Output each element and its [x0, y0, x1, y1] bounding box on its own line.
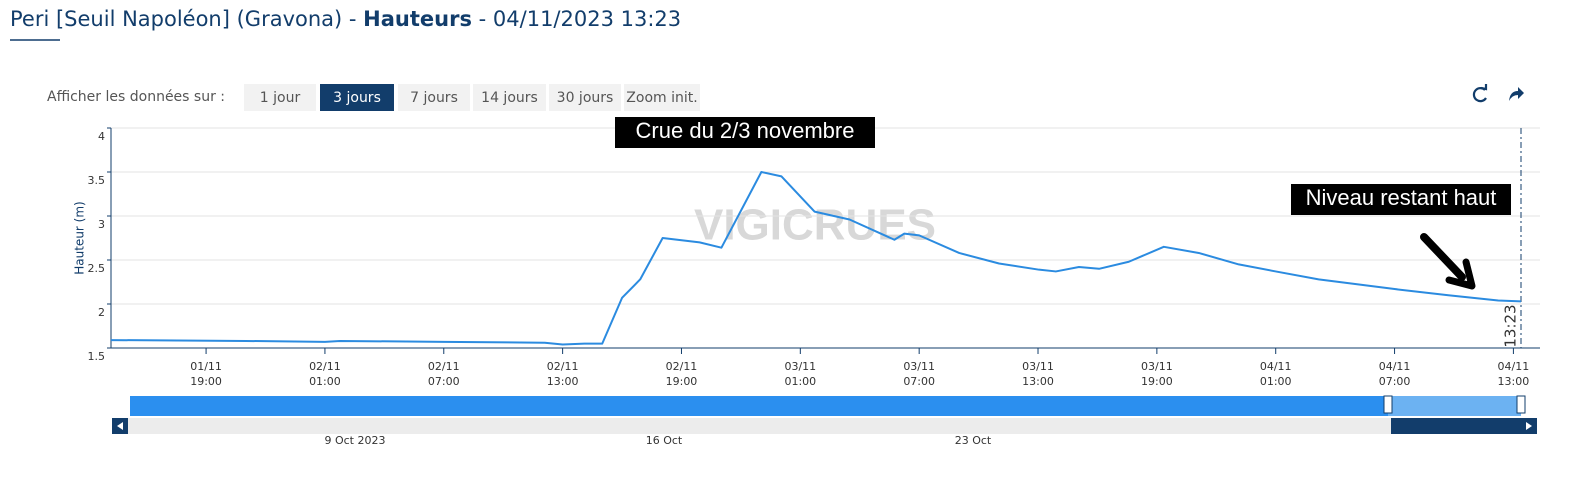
range-button-label[interactable]: 3 jours — [333, 90, 381, 106]
range-button[interactable] — [320, 84, 394, 111]
y-tick-label: 2.5 — [88, 262, 106, 275]
x-tick-label: 01/11 — [190, 360, 222, 373]
scrollbar-track[interactable] — [112, 418, 1537, 434]
annotation-arrow — [1420, 233, 1466, 281]
x-tick-label: 13:00 — [1498, 375, 1530, 388]
scrollbar-thumb[interactable] — [1391, 418, 1521, 434]
x-tick-label: 04/11 — [1379, 360, 1411, 373]
range-button[interactable] — [624, 84, 700, 111]
range-button[interactable] — [244, 84, 316, 111]
x-tick-label: 07:00 — [1379, 375, 1411, 388]
watermark: VIGICRUES — [694, 201, 936, 250]
y-tick-label: 4 — [98, 130, 105, 143]
x-tick-label: 02/11 — [428, 360, 460, 373]
x-tick-label: 03/11 — [784, 360, 816, 373]
x-tick-label: 19:00 — [190, 375, 222, 388]
x-tick-label: 04/11 — [1498, 360, 1530, 373]
scrollbar-arrow — [1526, 422, 1532, 430]
title-station: Peri [Seuil Napoléon] (Gravona) - — [10, 7, 356, 31]
plot: VIGICRUES 1.5 2 2.5 3 3.5 4 Hauteur (m) 01/11 19:… — [73, 127, 1540, 388]
range-label: Afficher les données sur : — [47, 89, 225, 105]
x-tick-label: 13:00 — [547, 375, 579, 388]
range-button[interactable] — [549, 84, 621, 111]
x-tick-label: 07:00 — [428, 375, 460, 388]
x-tick-label: 03/11 — [1141, 360, 1173, 373]
title-measure: Hauteurs — [363, 7, 472, 31]
x-tick-label: 02/11 — [666, 360, 698, 373]
navigator-label: 9 Oct 2023 — [324, 434, 385, 447]
range-button[interactable] — [398, 84, 470, 111]
x-tick-label: 02/11 — [547, 360, 579, 373]
range-button-label[interactable]: 30 jours — [557, 90, 614, 106]
range-buttons: 1 jour 3 jours 7 jours 14 jours 30 jours Zoom… — [244, 84, 700, 111]
scrollbar-arrow — [117, 422, 123, 430]
annotation: Crue du 2/3 novembre — [636, 118, 855, 143]
range-button-label[interactable]: 7 jours — [410, 90, 458, 106]
x-tick-label: 04/11 — [1260, 360, 1292, 373]
annotation-box — [615, 117, 875, 148]
series-line — [110, 171, 1522, 346]
y-tick-label: 1.5 — [88, 350, 106, 363]
x-tick-label: 02/11 — [309, 360, 341, 373]
y-axis-title: Hauteur (m) — [73, 201, 87, 274]
x-tick-label: 01:00 — [1260, 375, 1292, 388]
range-button[interactable] — [473, 84, 546, 111]
annotation: Niveau restant haut — [1306, 185, 1497, 210]
share-icon[interactable] — [1509, 87, 1524, 101]
refresh-icon[interactable] — [1472, 84, 1488, 103]
x-tick-label: 19:00 — [1141, 375, 1173, 388]
x-tick-label: 19:00 — [666, 375, 698, 388]
x-tick-label: 03/11 — [903, 360, 935, 373]
range-button-label[interactable]: Zoom init. — [626, 90, 697, 106]
navigator-labels: 9 Oct 2023 16 Oct 23 Oct — [324, 434, 991, 447]
navigator-handle[interactable] — [1383, 395, 1393, 414]
x-tick-label: 01:00 — [309, 375, 341, 388]
page-title: Peri [Seuil Napoléon] (Gravona) - Hauteu… — [10, 7, 681, 31]
range-button-label[interactable]: 1 jour — [260, 90, 301, 106]
y-tick-label: 3 — [98, 218, 105, 231]
range-button-label[interactable]: 14 jours — [481, 90, 538, 106]
y-tick-label: 3.5 — [88, 174, 106, 187]
plot-line-label: 13:23 — [1502, 304, 1520, 347]
title-date: - 04/11/2023 13:23 — [479, 7, 681, 31]
y-tick-label: 2 — [98, 306, 105, 319]
navigator-label: 23 Oct — [955, 434, 992, 447]
navigator-label: 16 Oct — [646, 434, 683, 447]
x-tick-label: 03/11 — [1022, 360, 1054, 373]
x-tick-label: 07:00 — [903, 375, 935, 388]
annotation-box — [1291, 184, 1511, 215]
x-tick-label: 13:00 — [1022, 375, 1054, 388]
x-tick-label: 01:00 — [784, 375, 816, 388]
navigator-series — [130, 396, 1521, 416]
annotation-arrow-head — [1445, 258, 1476, 290]
navigator-selection — [1388, 396, 1521, 416]
navigator-handle[interactable] — [1516, 395, 1526, 414]
